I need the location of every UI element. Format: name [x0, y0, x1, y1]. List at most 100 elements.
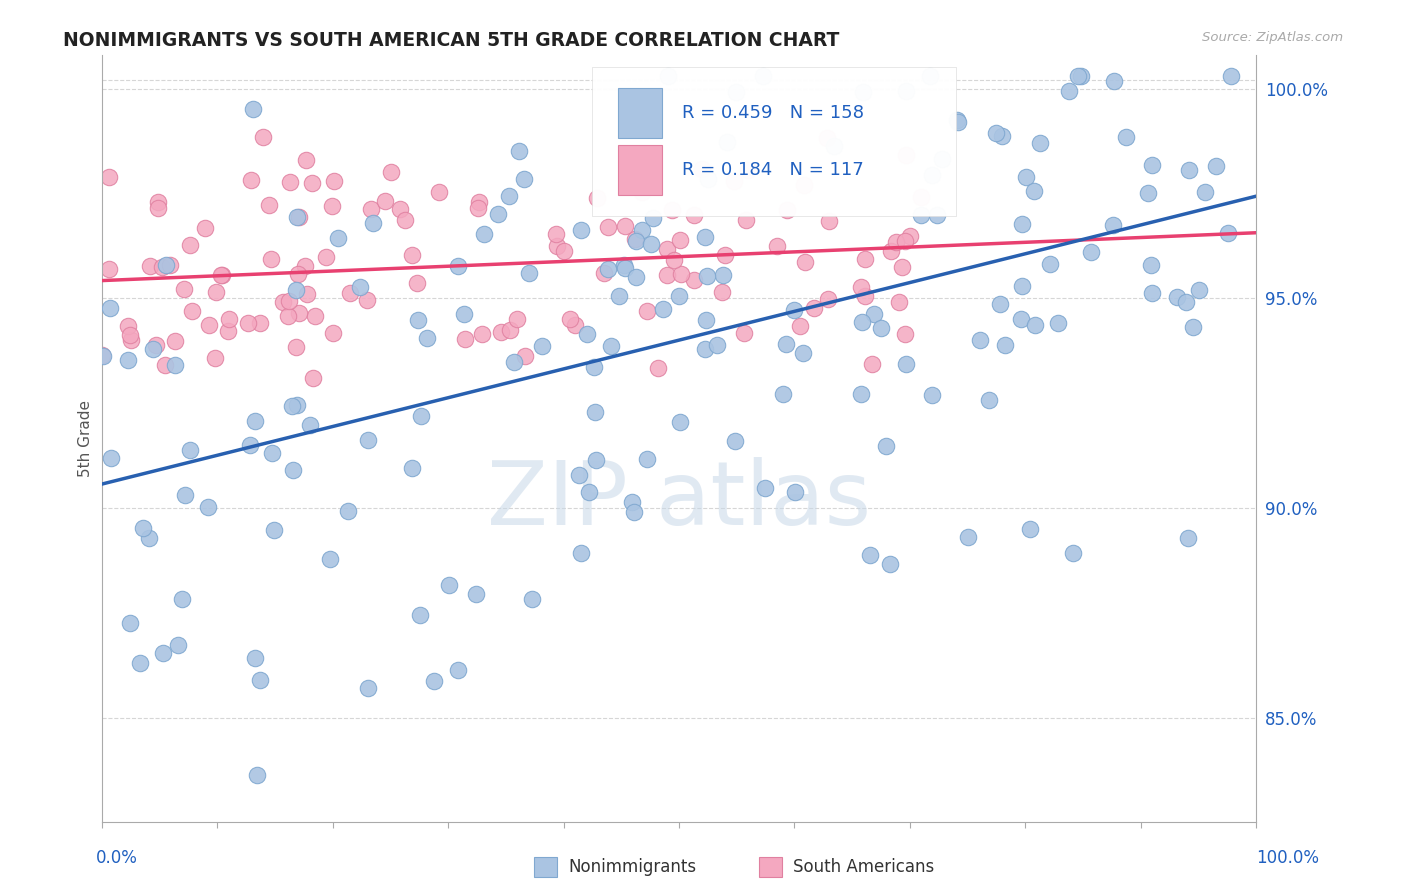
Point	[1102, 74, 1125, 88]
Point	[1194, 185, 1216, 199]
Point	[194, 220, 217, 235]
Point	[401, 248, 423, 262]
Point	[505, 312, 527, 326]
Point	[1115, 130, 1137, 145]
Point	[205, 285, 228, 300]
Text: Nonimmigrants: Nonimmigrants	[568, 858, 696, 876]
Point	[100, 450, 122, 465]
Point	[1039, 257, 1062, 271]
Point	[613, 260, 636, 275]
Point	[607, 289, 630, 303]
Point	[569, 223, 592, 237]
Point	[321, 326, 343, 340]
Point	[706, 338, 728, 352]
Point	[295, 286, 318, 301]
Point	[723, 174, 745, 188]
Point	[690, 162, 713, 177]
Point	[875, 439, 897, 453]
Point	[772, 387, 794, 401]
Point	[284, 283, 307, 297]
Point	[613, 258, 636, 272]
Point	[737, 162, 759, 177]
Point	[1205, 159, 1227, 173]
Point	[259, 198, 281, 212]
Point	[165, 358, 187, 372]
Point	[553, 244, 575, 258]
Point	[380, 164, 402, 178]
Point	[423, 674, 446, 689]
Point	[849, 386, 872, 401]
Point	[337, 504, 360, 518]
Point	[1140, 286, 1163, 301]
Point	[946, 112, 969, 127]
Point	[1057, 84, 1080, 98]
Point	[356, 433, 378, 447]
Point	[564, 318, 586, 332]
Point	[713, 248, 735, 262]
Point	[793, 255, 815, 269]
Point	[725, 85, 748, 99]
Point	[260, 252, 283, 266]
Point	[142, 342, 165, 356]
Point	[766, 239, 789, 253]
Point	[870, 321, 893, 335]
Point	[129, 657, 152, 671]
Point	[626, 270, 648, 285]
Point	[373, 194, 395, 209]
Point	[957, 530, 980, 544]
Point	[793, 178, 815, 192]
Point	[863, 307, 886, 321]
Point	[894, 84, 917, 98]
Point	[682, 208, 704, 222]
Point	[409, 607, 432, 622]
Point	[655, 242, 678, 256]
Point	[131, 520, 153, 534]
Point	[138, 531, 160, 545]
Point	[179, 442, 201, 457]
Point	[893, 327, 915, 342]
Point	[803, 301, 825, 316]
Point	[1166, 290, 1188, 304]
Point	[986, 126, 1008, 140]
Point	[471, 326, 494, 341]
Point	[785, 484, 807, 499]
Point	[302, 371, 325, 385]
Point	[647, 360, 669, 375]
Point	[401, 460, 423, 475]
Point	[284, 340, 307, 354]
Point	[453, 307, 475, 321]
Point	[789, 319, 811, 334]
Text: NONIMMIGRANTS VS SOUTH AMERICAN 5TH GRADE CORRELATION CHART: NONIMMIGRANTS VS SOUTH AMERICAN 5TH GRAD…	[63, 31, 839, 50]
Point	[569, 545, 592, 559]
Point	[733, 326, 755, 341]
Point	[931, 152, 953, 166]
Point	[242, 102, 264, 116]
Point	[319, 551, 342, 566]
Point	[657, 69, 679, 83]
Point	[1080, 244, 1102, 259]
Point	[170, 591, 193, 606]
Point	[695, 313, 717, 327]
Point	[181, 303, 204, 318]
Point	[918, 69, 941, 83]
Point	[285, 211, 308, 225]
Point	[90, 348, 112, 362]
Point	[277, 294, 299, 309]
Point	[669, 268, 692, 282]
Point	[640, 236, 662, 251]
Point	[323, 174, 346, 188]
Point	[1062, 546, 1084, 560]
Point	[853, 289, 876, 303]
Point	[117, 352, 139, 367]
Point	[408, 313, 430, 327]
Point	[498, 322, 520, 336]
Point	[596, 262, 619, 277]
Point	[285, 398, 308, 412]
Point	[287, 267, 309, 281]
Point	[880, 244, 903, 258]
Point	[437, 578, 460, 592]
Point	[661, 202, 683, 217]
Point	[271, 295, 294, 310]
Text: R = 0.459   N = 158: R = 0.459 N = 158	[682, 104, 865, 122]
Point	[152, 646, 174, 660]
